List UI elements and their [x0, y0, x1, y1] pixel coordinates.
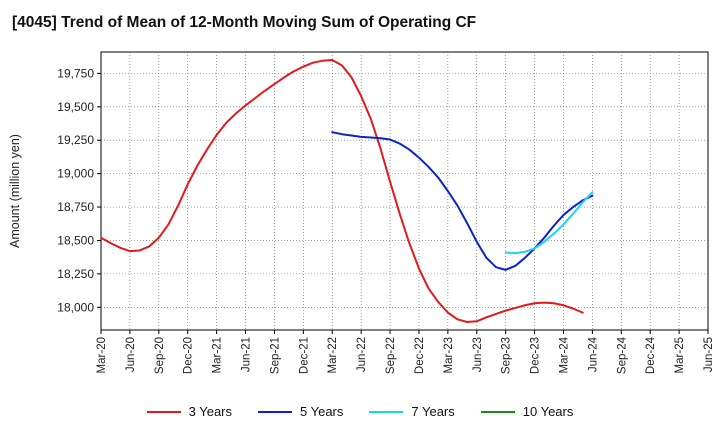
- x-axis-ticks: Mar-20 Jun-20 Sep-20 Dec-20 Mar-21 Jun-21 Sep-…: [96, 330, 715, 374]
- x-tick-label: Jun-20: [125, 337, 137, 372]
- y-tick-label: 18,500: [57, 233, 94, 247]
- legend-swatch: [369, 410, 404, 413]
- legend-item: 3 Years: [146, 404, 232, 419]
- x-tick-label: Mar-21: [212, 337, 224, 373]
- plot-area: [100, 51, 709, 331]
- x-tick-label: Sep-23: [501, 337, 513, 374]
- y-tick-label: 18,000: [57, 300, 94, 314]
- x-tick-label: Sep-21: [269, 337, 281, 374]
- y-tick-label: 18,250: [57, 267, 94, 281]
- x-tick-label: Jun-24: [587, 336, 599, 372]
- x-tick-label: Sep-24: [616, 336, 628, 374]
- legend-label: 7 Years: [411, 404, 455, 419]
- series-line-7-years: [504, 191, 594, 255]
- legend-label: 3 Years: [188, 404, 232, 419]
- x-tick-label: Jun-21: [241, 337, 253, 372]
- x-tick-label: Dec-24: [645, 336, 657, 374]
- x-tick-label: Dec-22: [414, 337, 426, 374]
- x-tick-label: Mar-23: [443, 337, 455, 373]
- x-tick-label: Jun-23: [472, 337, 484, 372]
- series-line-5-years: [331, 131, 594, 271]
- x-tick-label: Jun-25: [703, 337, 715, 372]
- y-tick-label: 19,250: [57, 133, 94, 147]
- x-tick-label: Dec-21: [298, 337, 310, 374]
- x-tick-label: Mar-25: [674, 337, 686, 373]
- x-tick-label: Mar-22: [327, 337, 339, 373]
- y-axis-label: Amount (million yen): [8, 134, 22, 248]
- legend-label: 10 Years: [522, 404, 574, 419]
- legend-swatch: [258, 410, 292, 413]
- x-tick-label: Dec-20: [183, 337, 195, 374]
- y-axis-ticks: 18,000 18,250 18,500 18,750 19,000 19,250 19,5…: [57, 66, 101, 314]
- legend-swatch: [146, 410, 181, 413]
- legend: 3 Years 5 Years 7 Years 10 Years: [0, 404, 720, 419]
- legend-item: 5 Years: [258, 404, 343, 419]
- legend-item: 7 Years: [369, 404, 455, 419]
- x-tick-label: Mar-24: [558, 336, 570, 373]
- y-tick-label: 19,000: [57, 167, 94, 181]
- series-lines: [100, 59, 594, 323]
- series-line-3-years: [100, 59, 584, 323]
- x-tick-label: Sep-20: [154, 337, 166, 374]
- grid-lines: [101, 52, 708, 330]
- y-tick-label: 19,500: [57, 100, 94, 114]
- x-tick-label: Jun-22: [356, 337, 368, 372]
- x-tick-label: Sep-22: [385, 337, 397, 374]
- legend-item: 10 Years: [480, 404, 574, 419]
- x-tick-label: Mar-20: [96, 337, 108, 373]
- y-tick-label: 19,750: [57, 66, 94, 80]
- y-tick-label: 18,750: [57, 200, 94, 214]
- chart-title: [4045] Trend of Mean of 12-Month Moving …: [12, 14, 477, 31]
- legend-label: 5 Years: [300, 404, 344, 419]
- legend-swatch: [480, 410, 515, 413]
- x-tick-label: Dec-23: [530, 337, 542, 374]
